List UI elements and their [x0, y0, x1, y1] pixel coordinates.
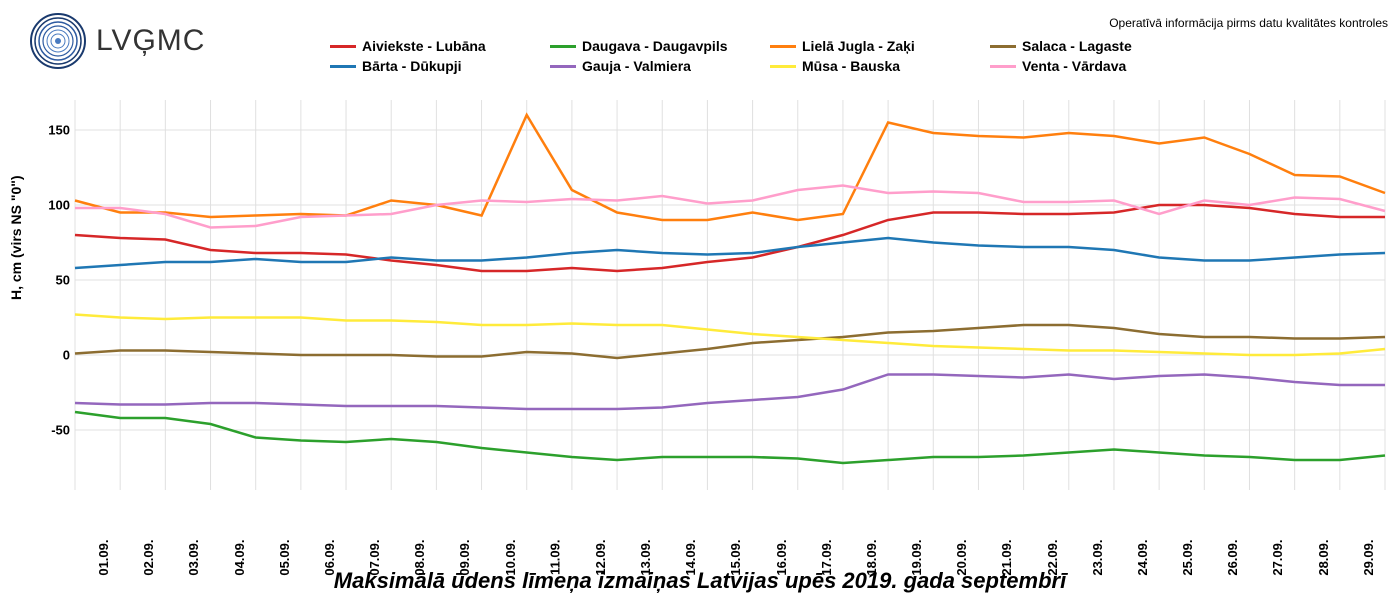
legend-swatch — [550, 45, 576, 48]
legend-item: Salaca - Lagaste — [990, 38, 1210, 54]
series-line — [75, 412, 1385, 463]
legend-label: Mūsa - Bauska — [802, 58, 900, 74]
legend-item: Mūsa - Bauska — [770, 58, 990, 74]
legend-item: Aiviekste - Lubāna — [330, 38, 550, 54]
legend-swatch — [770, 65, 796, 68]
legend-swatch — [550, 65, 576, 68]
legend-item: Gauja - Valmiera — [550, 58, 770, 74]
legend-swatch — [990, 45, 1016, 48]
legend: Aiviekste - Lubāna Daugava - Daugavpils Li… — [330, 38, 1210, 74]
series-line — [75, 375, 1385, 410]
legend-label: Venta - Vārdava — [1022, 58, 1126, 74]
legend-label: Aiviekste - Lubāna — [362, 38, 486, 54]
legend-item: Daugava - Daugavpils — [550, 38, 770, 54]
line-chart — [75, 100, 1385, 490]
y-tick-label: 100 — [35, 198, 70, 213]
legend-item: Bārta - Dūkupji — [330, 58, 550, 74]
legend-label: Lielā Jugla - Zaķi — [802, 38, 915, 54]
y-axis-label: H, cm (virs NS "0") — [8, 175, 24, 300]
top-note: Operatīvā informācija pirms datu kvalitā… — [1109, 16, 1388, 30]
legend-swatch — [330, 45, 356, 48]
x-tick-labels: 01.09.02.09.03.09.04.09.05.09.06.09.07.0… — [75, 500, 1385, 560]
logo: LVĢMC — [30, 13, 205, 69]
legend-swatch — [990, 65, 1016, 68]
legend-label: Daugava - Daugavpils — [582, 38, 728, 54]
y-tick-label: 50 — [35, 273, 70, 288]
chart-plot-area — [75, 100, 1385, 490]
y-tick-label: 0 — [35, 348, 70, 363]
legend-label: Bārta - Dūkupji — [362, 58, 462, 74]
legend-item: Lielā Jugla - Zaķi — [770, 38, 990, 54]
logo-icon — [30, 13, 86, 69]
y-tick-label: 150 — [35, 123, 70, 138]
logo-text: LVĢMC — [96, 24, 205, 58]
legend-label: Salaca - Lagaste — [1022, 38, 1132, 54]
y-tick-label: -50 — [35, 423, 70, 438]
legend-swatch — [330, 65, 356, 68]
legend-swatch — [770, 45, 796, 48]
legend-label: Gauja - Valmiera — [582, 58, 691, 74]
y-tick-labels: -50 0 50 100 150 — [35, 100, 70, 490]
series-line — [75, 186, 1385, 228]
legend-item: Venta - Vārdava — [990, 58, 1210, 74]
chart-title: Maksimālā ūdens līmeņa izmaiņas Latvijas… — [0, 568, 1400, 594]
